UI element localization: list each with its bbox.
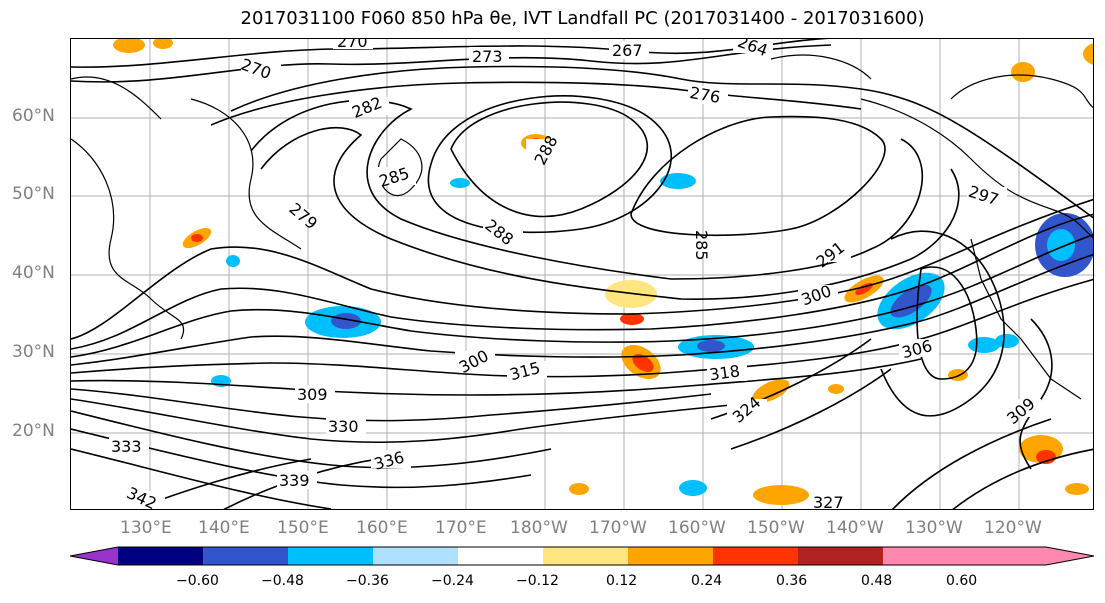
colorbar-tick-label: −0.36 [346, 573, 389, 589]
contour-label-273: 273 [472, 47, 503, 66]
lon-label-140w: 140°W [826, 518, 884, 538]
colorbar-tick-label: 0.36 [776, 573, 808, 589]
contour-label-309-left: 309 [297, 385, 328, 404]
lon-label-170w: 170°W [589, 518, 647, 538]
colorbar-segment-10 [883, 547, 1046, 565]
colorbar-segment-6 [543, 547, 628, 565]
lon-label-180w: 180°W [510, 518, 568, 538]
lat-label-40n: 40°N [12, 263, 55, 283]
map-title: 2017031100 F060 850 hPa θe, IVT Landfall… [240, 8, 925, 29]
colorbar-segment-9 [798, 547, 883, 565]
lon-label-170e: 170°E [435, 518, 487, 538]
contour-label-327: 327 [813, 493, 844, 510]
colorbar-segment-1 [118, 547, 203, 565]
lat-label-20n: 20°N [12, 421, 55, 441]
lon-label-120w: 120°W [984, 518, 1042, 538]
contour-label-306-left: 300 [456, 346, 492, 377]
contour-label-288-mid: 288 [481, 215, 517, 249]
colorbar-tick-label: −0.24 [431, 573, 474, 589]
coastlines [71, 54, 1093, 400]
colorbar-over-triangle [1046, 547, 1094, 565]
lon-label-140e: 140°E [198, 518, 250, 538]
contour-label-339: 339 [279, 471, 310, 490]
lat-label-50n: 50°N [12, 184, 55, 204]
lon-label-160w: 160°W [668, 518, 726, 538]
lon-label-150w: 150°W [747, 518, 805, 538]
colorbar-tick-label: −0.60 [176, 573, 219, 589]
colorbar-under-triangle [70, 547, 118, 565]
contour-label-297: 297 [966, 182, 1001, 210]
map-canvas: 270 267 264 273 270 276 282 285 288 279 … [71, 39, 1093, 510]
colorbar-segment-5 [458, 547, 543, 565]
contour-label-264: 264 [735, 39, 770, 60]
colorbar-segment-2 [203, 547, 288, 565]
contour-label-333: 333 [111, 437, 142, 456]
colorbar [70, 546, 1094, 566]
contour-label-279: 279 [285, 199, 321, 233]
colorbar-tick-label: −0.48 [261, 573, 304, 589]
contour-label-309-right: 309 [1003, 394, 1039, 428]
colorbar-outline [70, 546, 1094, 566]
lat-label-30n: 30°N [12, 342, 55, 362]
colorbar-tick-label: −0.12 [516, 573, 559, 589]
lon-label-160e: 160°E [356, 518, 408, 538]
contour-label-270-top: 270 [337, 39, 368, 51]
graticule [71, 39, 1093, 509]
contour-label-267: 267 [612, 41, 643, 60]
colorbar-tick-label: 0.24 [691, 573, 723, 589]
contour-label-318: 318 [708, 361, 741, 384]
map-panel: 270 267 264 273 270 276 282 285 288 279 … [70, 38, 1094, 510]
colorbar-segment-8 [713, 547, 798, 565]
lon-label-130e: 130°E [120, 518, 172, 538]
lon-label-150e: 150°E [277, 518, 329, 538]
lon-label-130w: 130°W [905, 518, 963, 538]
lat-label-60n: 60°N [12, 106, 55, 126]
colorbar-tick-label: 0.48 [861, 573, 893, 589]
contour-label-285-right: 285 [692, 230, 711, 261]
colorbar-segment-4 [373, 547, 458, 565]
colorbar-tick-label: 0.12 [606, 573, 638, 589]
colorbar-segment-7 [628, 547, 713, 565]
colorbar-segment-3 [288, 547, 373, 565]
contour-label-330: 330 [328, 417, 359, 436]
colorbar-tick-label: 0.60 [946, 573, 978, 589]
theta-e-contours [71, 39, 1093, 509]
ivt-anomaly-fills [113, 39, 1093, 505]
